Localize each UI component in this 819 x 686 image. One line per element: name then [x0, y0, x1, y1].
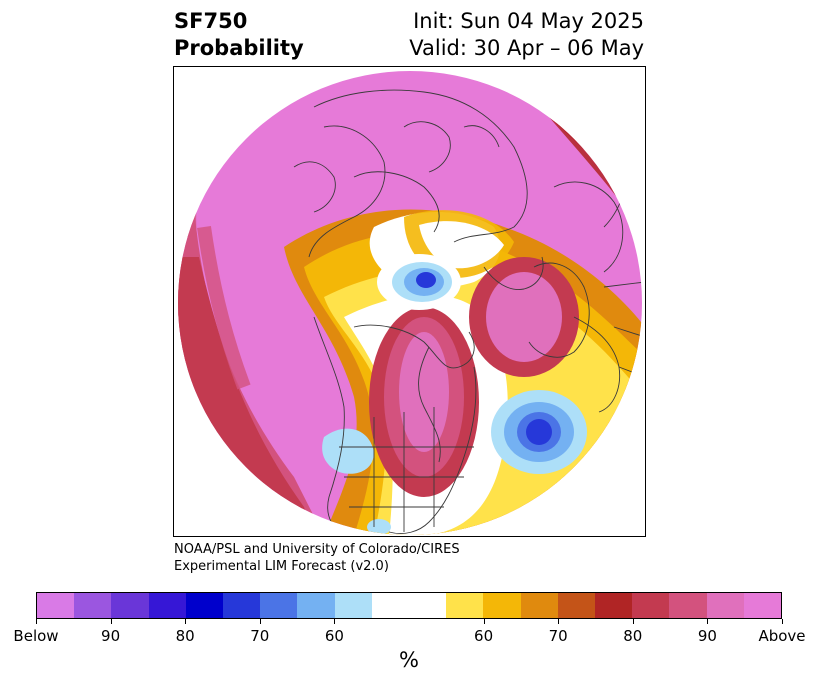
credit-line-1: NOAA/PSL and University of Colorado/CIRE…	[174, 542, 460, 557]
map-canvas	[178, 71, 642, 535]
field-below-high	[416, 272, 436, 288]
colorbar-tick-label: 60	[324, 627, 344, 645]
colorbar-tick-mark	[259, 619, 261, 624]
colorbar-tick-mark	[110, 619, 112, 624]
colorbar-segment	[297, 593, 335, 618]
colorbar-segment	[520, 593, 558, 618]
colorbar	[36, 592, 782, 619]
colorbar-segment	[37, 593, 75, 618]
coastlines	[293, 86, 642, 535]
colorbar-tick-mark	[483, 619, 485, 624]
probability-map	[173, 66, 646, 537]
credit-line-2: Experimental LIM Forecast (v2.0)	[174, 559, 389, 574]
colorbar-segment	[409, 593, 447, 618]
colorbar-tick-mark	[558, 619, 560, 624]
colorbar-tick-mark	[36, 619, 37, 624]
colorbar-segment	[185, 593, 224, 618]
colorbar-unit: %	[399, 648, 419, 672]
colorbar-tick-label: 90	[101, 627, 121, 645]
colorbar-tick-label: 70	[250, 627, 270, 645]
colorbar-segment	[334, 593, 372, 618]
field-contour	[197, 226, 251, 390]
colorbar-segment	[557, 593, 596, 618]
colorbar-tick-label: Below	[13, 627, 59, 645]
colorbar-tick-label: 70	[548, 627, 568, 645]
colorbar-segment	[632, 593, 670, 618]
colorbar-segment	[74, 593, 112, 618]
colorbar-tick-label: 80	[623, 627, 643, 645]
colorbar-segment	[446, 593, 484, 618]
colorbar-tick-label: Above	[758, 627, 806, 645]
colorbar-segment	[111, 593, 149, 618]
colorbar-segment	[148, 593, 186, 618]
variable-name: SF750	[174, 9, 248, 33]
colorbar-segment	[483, 593, 521, 618]
colorbar-tick-mark	[707, 619, 709, 624]
colorbar-segment	[595, 593, 633, 618]
colorbar-segment	[223, 593, 261, 618]
colorbar-tick-mark	[334, 619, 336, 624]
field-contour	[399, 332, 449, 452]
colorbar-segment	[706, 593, 744, 618]
field-contour	[486, 272, 562, 362]
colorbar-segment	[371, 593, 410, 618]
title-right: Init: Sun 04 May 2025 Valid: 30 Apr – 06…	[409, 8, 644, 62]
field-below-low	[367, 519, 391, 535]
colorbar-segment	[669, 593, 707, 618]
colorbar-tick-label: 60	[474, 627, 494, 645]
field-below-high	[526, 419, 552, 445]
variable-type: Probability	[174, 36, 304, 60]
title-left: SF750 Probability	[174, 8, 304, 62]
init-date: Init: Sun 04 May 2025	[413, 9, 644, 33]
colorbar-tick-label: 80	[175, 627, 195, 645]
field-neutral	[419, 221, 504, 269]
colorbar-tick-mark	[632, 619, 634, 624]
colorbar-segment	[743, 593, 782, 618]
colorbar-segment	[260, 593, 298, 618]
colorbar-tick-mark	[782, 619, 783, 624]
field-below-low	[322, 428, 374, 474]
colorbar-tick-label: 90	[697, 627, 717, 645]
credit-text: NOAA/PSL and University of Colorado/CIRE…	[174, 541, 460, 575]
colorbar-tick-mark	[185, 619, 187, 624]
valid-range: Valid: 30 Apr – 06 May	[409, 36, 644, 60]
